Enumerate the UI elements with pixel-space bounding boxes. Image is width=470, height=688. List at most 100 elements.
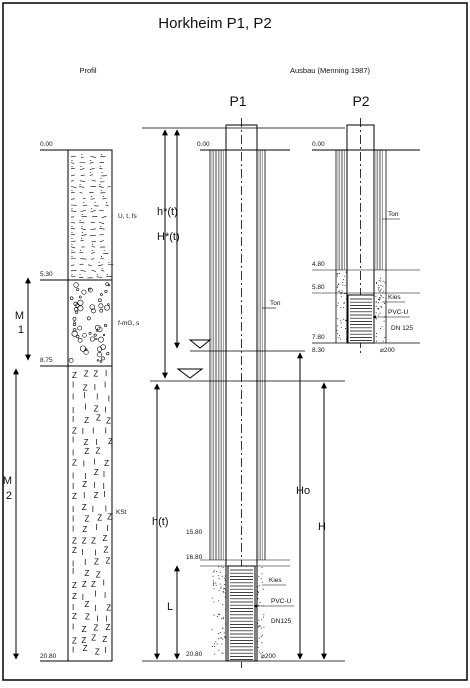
well-p2-structure — [312, 118, 420, 355]
svg-text:Z: Z — [104, 459, 109, 468]
svg-text:Z: Z — [84, 569, 89, 578]
svg-text:Z: Z — [96, 413, 101, 422]
svg-text:I: I — [104, 646, 106, 655]
svg-text:I: I — [96, 392, 98, 401]
p2-depth-2: 5.80 — [312, 284, 325, 291]
gravel-pattern — [69, 283, 110, 363]
hstar-small-label: h*(t) — [157, 206, 178, 218]
svg-text:Z: Z — [93, 623, 98, 632]
svg-text:Z: Z — [94, 558, 99, 567]
svg-text:I: I — [72, 448, 74, 457]
svg-text:Z: Z — [106, 417, 111, 426]
H-label: H — [318, 521, 326, 533]
m2-number: 2 — [6, 490, 12, 502]
svg-text:I: I — [104, 406, 106, 415]
p1-ton-label: Ton — [270, 300, 281, 307]
profile-heading: Profil — [79, 66, 96, 75]
svg-text:Z: Z — [82, 480, 87, 489]
svg-text:I: I — [72, 645, 74, 654]
svg-text:Z: Z — [91, 537, 96, 546]
svg-text:Z: Z — [102, 635, 107, 644]
p2-depth-3: 7.80 — [312, 334, 325, 341]
svg-text:Z: Z — [105, 557, 110, 566]
Ho-label: Ho — [296, 485, 310, 497]
svg-text:I: I — [83, 459, 85, 468]
svg-text:I: I — [105, 426, 107, 435]
svg-text:I: I — [72, 406, 74, 415]
svg-text:I: I — [72, 393, 74, 402]
svg-text:Z: Z — [72, 612, 77, 621]
profile-depth-1: 5.30 — [40, 271, 53, 278]
svg-text:I: I — [84, 402, 86, 411]
svg-text:I: I — [96, 614, 98, 623]
svg-text:Z: Z — [91, 634, 96, 643]
svg-text:Z: Z — [85, 600, 90, 609]
svg-text:I: I — [94, 383, 96, 392]
svg-text:I: I — [81, 548, 83, 557]
well-p2-label: P2 — [352, 93, 369, 109]
p1-depth-top: 0.00 — [197, 141, 210, 148]
svg-text:Z: Z — [82, 537, 87, 546]
svg-text:Z: Z — [96, 571, 101, 580]
svg-text:I: I — [72, 515, 74, 524]
svg-text:I: I — [104, 380, 106, 389]
svg-text:I: I — [83, 391, 85, 400]
svg-text:Z: Z — [82, 503, 87, 512]
well-p1-structure — [200, 118, 290, 668]
p1-depth-2: 16.80 — [186, 554, 203, 561]
svg-text:Z: Z — [105, 623, 110, 632]
svg-text:Z: Z — [83, 644, 88, 653]
p1-diameter-label: ⌀200 — [261, 653, 276, 660]
L-label: L — [167, 601, 173, 613]
p1-dn-label: DN125 — [271, 618, 292, 625]
svg-text:Z: Z — [91, 580, 96, 589]
svg-text:I: I — [72, 524, 74, 533]
svg-text:I: I — [72, 603, 74, 612]
svg-text:Z: Z — [82, 525, 87, 534]
svg-text:I: I — [84, 558, 86, 567]
svg-text:Z: Z — [93, 370, 98, 379]
svg-text:I: I — [94, 549, 96, 558]
svg-text:Z: Z — [106, 604, 111, 613]
svg-text:Z: Z — [94, 491, 99, 500]
svg-text:I: I — [95, 523, 97, 532]
svg-text:Z: Z — [94, 404, 99, 413]
svg-text:I: I — [83, 491, 85, 500]
svg-text:Z: Z — [84, 447, 89, 456]
svg-text:Z: Z — [82, 580, 87, 589]
svg-text:Z: Z — [72, 592, 77, 601]
p2-ton-label: Ton — [388, 211, 399, 218]
svg-text:Z: Z — [85, 515, 90, 524]
svg-text:Z: Z — [72, 427, 77, 436]
svg-text:Z: Z — [72, 581, 77, 590]
svg-text:Z: Z — [103, 534, 108, 543]
h-t-label: h(t) — [152, 516, 169, 528]
p2-kies-label: Kies — [388, 294, 401, 301]
svg-text:I: I — [94, 589, 96, 598]
svg-text:I: I — [103, 490, 105, 499]
silt-clay-pattern — [71, 154, 113, 278]
svg-text:Z: Z — [97, 513, 102, 522]
svg-text:I: I — [72, 505, 74, 514]
svg-text:Z: Z — [72, 492, 77, 501]
svg-text:Z: Z — [84, 369, 89, 378]
svg-text:Z: Z — [84, 438, 89, 447]
layer-label-2: f-mG, s — [118, 320, 140, 327]
svg-text:Z: Z — [95, 648, 100, 657]
p1-depth-1: 15.80 — [186, 529, 203, 536]
layer-label-1: U, t, fs — [118, 213, 138, 220]
profile-depth-0: 0.00 — [40, 141, 53, 148]
svg-text:I: I — [93, 481, 95, 490]
svg-text:I: I — [105, 369, 107, 378]
svg-text:Z: Z — [108, 437, 113, 446]
svg-text:I: I — [93, 458, 95, 467]
m1-letter: M — [15, 310, 24, 322]
m2-letter: M — [3, 475, 12, 487]
svg-text:I: I — [106, 524, 108, 533]
svg-text:Z: Z — [72, 546, 77, 555]
layer-label-3: KSt — [116, 509, 127, 516]
svg-text:I: I — [108, 394, 110, 403]
